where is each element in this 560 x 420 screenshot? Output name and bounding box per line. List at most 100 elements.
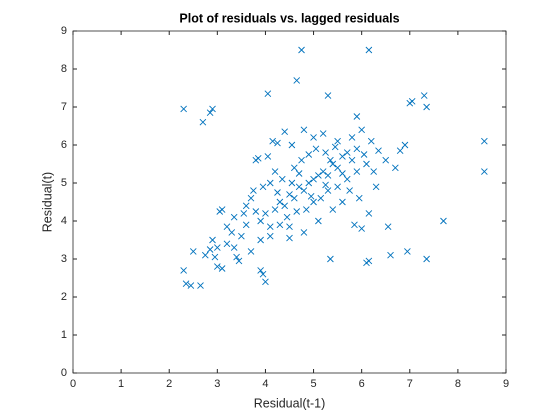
point (276, 198, 284, 206)
point (365, 210, 373, 217)
point (348, 134, 356, 141)
point (182, 280, 190, 288)
y-tick-label: 1 (61, 329, 67, 341)
point (358, 225, 365, 232)
point (375, 147, 382, 155)
point (257, 267, 264, 274)
point (440, 217, 447, 225)
point (262, 210, 269, 217)
point (404, 248, 411, 255)
y-tick-label: 5 (61, 177, 67, 189)
x-tick-label: 9 (503, 378, 509, 390)
point (363, 160, 370, 168)
point (331, 143, 339, 151)
point (266, 232, 274, 240)
point (305, 179, 313, 187)
point (180, 267, 187, 274)
point (230, 244, 238, 251)
point (254, 154, 262, 162)
point (339, 198, 346, 206)
point (201, 251, 209, 259)
point (293, 208, 301, 215)
point (334, 164, 341, 172)
point (274, 139, 281, 147)
y-tick-label: 3 (61, 253, 67, 265)
point (290, 164, 298, 172)
point (274, 189, 281, 196)
point (298, 156, 305, 164)
y-tick-label: 0 (61, 367, 67, 379)
point (307, 192, 315, 200)
point (259, 183, 267, 191)
chart-title: Plot of residuals vs. lagged residuals (179, 11, 399, 25)
point (319, 168, 327, 175)
point (310, 198, 317, 206)
point (312, 145, 320, 153)
point (384, 223, 392, 231)
point (189, 248, 197, 255)
point (322, 181, 329, 189)
point (286, 191, 293, 198)
point (423, 255, 430, 263)
point (348, 156, 356, 164)
y-tick-label: 9 (61, 25, 67, 37)
point (329, 206, 337, 213)
point (339, 170, 346, 177)
point (259, 270, 267, 278)
point (329, 160, 337, 168)
point (481, 168, 488, 175)
point (242, 221, 250, 229)
point (238, 232, 245, 240)
point (343, 175, 351, 183)
x-tick-label: 6 (359, 378, 365, 390)
point (334, 183, 341, 191)
point (408, 97, 416, 105)
point (423, 103, 430, 111)
x-tick-label: 8 (455, 378, 461, 390)
point (355, 194, 363, 202)
y-axis-label: Residual(t) (40, 172, 54, 232)
point (339, 153, 346, 160)
point (223, 223, 231, 231)
point (305, 151, 313, 158)
point (283, 213, 291, 221)
point (382, 156, 390, 164)
point (197, 282, 204, 289)
point (218, 265, 226, 272)
point (286, 223, 293, 231)
point (206, 246, 214, 253)
point (387, 251, 394, 259)
point (180, 105, 187, 113)
point (298, 46, 305, 54)
point (293, 77, 301, 84)
point (295, 170, 303, 177)
point (278, 175, 286, 183)
point (327, 255, 334, 263)
x-tick-label: 4 (262, 378, 268, 390)
point (353, 145, 361, 153)
point (281, 128, 289, 136)
point (252, 208, 260, 215)
point (396, 147, 404, 155)
point (319, 130, 327, 137)
point (262, 278, 269, 286)
point (218, 206, 226, 213)
plot-area (72, 30, 507, 374)
point (257, 236, 264, 244)
x-tick-label: 1 (118, 378, 124, 390)
point (353, 113, 361, 120)
point (288, 179, 296, 187)
point (264, 90, 272, 98)
point (247, 248, 255, 255)
point (372, 183, 380, 191)
point (209, 236, 216, 244)
point (250, 187, 257, 194)
point (233, 253, 240, 261)
point (295, 183, 303, 191)
x-tick-label: 5 (310, 378, 316, 390)
y-tick-label: 6 (61, 139, 67, 151)
point (214, 244, 221, 251)
point (300, 229, 308, 236)
point (315, 217, 322, 225)
